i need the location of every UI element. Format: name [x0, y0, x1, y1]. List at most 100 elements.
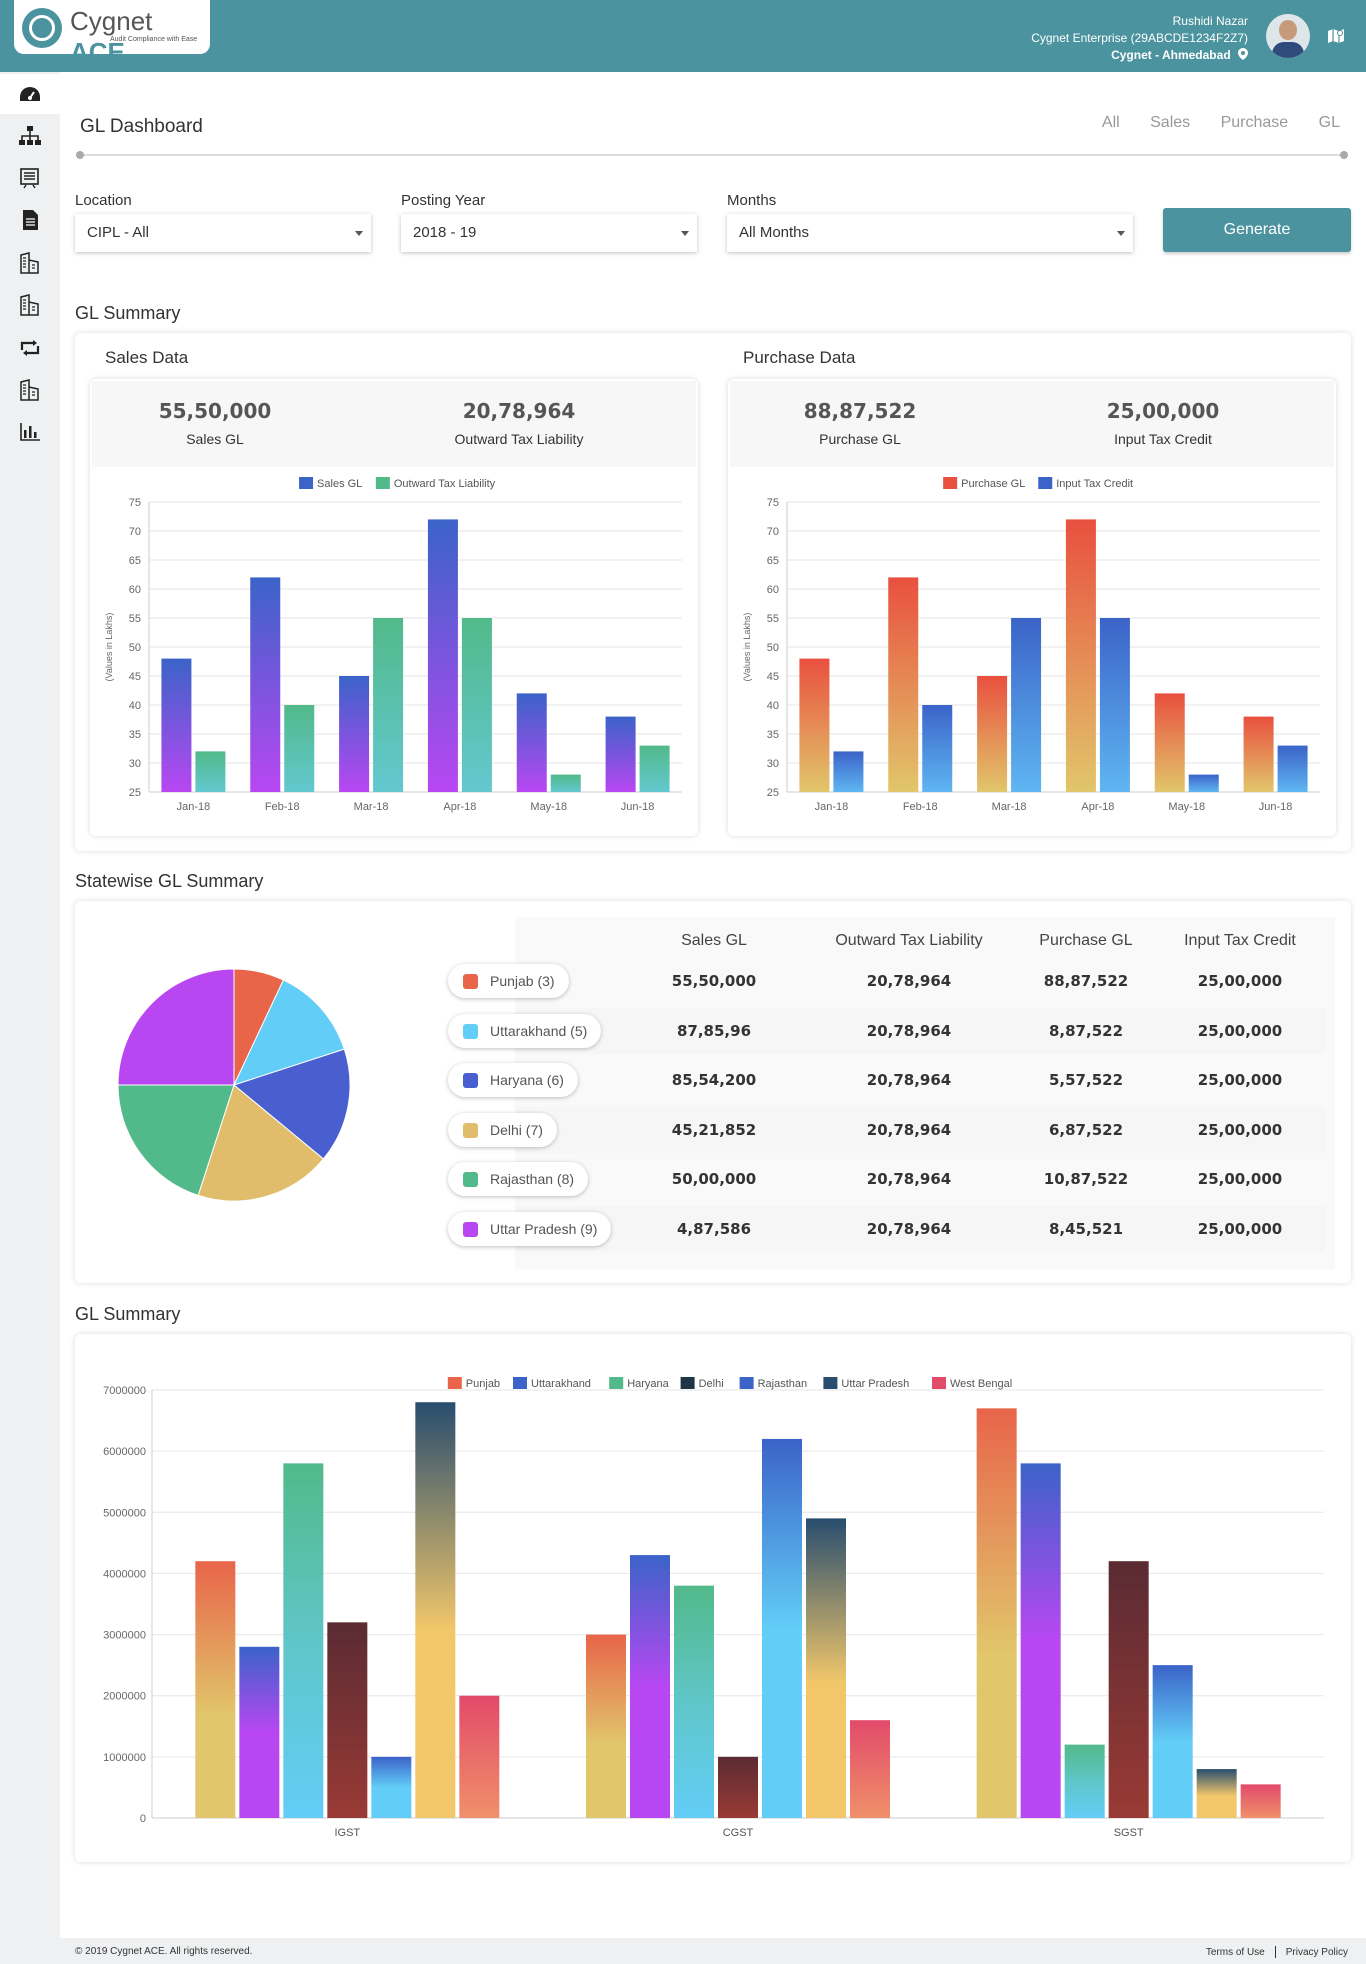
sitemap-icon[interactable] — [18, 125, 42, 147]
table-row — [515, 1007, 1325, 1054]
bar-purchase-gl — [1065, 519, 1096, 792]
col-purchase-gl: Purchase GL — [1039, 932, 1133, 949]
x-tick-label: Mar-18 — [992, 801, 1027, 813]
statewise-heading: Statewise GL Summary — [75, 871, 264, 891]
x-tick-label: Mar-18 — [354, 801, 389, 813]
report-icon[interactable] — [18, 167, 42, 189]
x-tick-label: Apr-18 — [1081, 801, 1114, 813]
bar-outward-tax-liability — [195, 751, 226, 792]
legend-swatch — [680, 1377, 695, 1389]
y-axis-label: (Values in Lakhs) — [742, 613, 752, 682]
bar-sales-gl — [427, 519, 458, 792]
x-tick-label: May-18 — [530, 801, 567, 813]
table-cell: 20,78,964 — [866, 1071, 952, 1090]
bar-chart-icon[interactable] — [18, 421, 42, 443]
sidebar-item-dashboard[interactable] — [0, 74, 60, 114]
state-legend-item[interactable]: Uttarakhand (5) — [448, 1013, 602, 1048]
generate-button[interactable]: Generate — [1163, 208, 1351, 252]
logo[interactable]: Cygnet ACE Audit Compliance with Ease — [14, 0, 210, 67]
x-tick-label: Jun-18 — [621, 801, 655, 813]
bar-delhi — [1108, 1561, 1149, 1818]
purchase-bar-chart: 25 30 35 40 45 50 55 60 65 70 75 (Values in Lakhs) J… — [742, 477, 1320, 813]
y-tick-label: 40 — [767, 700, 779, 712]
y-tick-label: 65 — [767, 555, 779, 567]
y-tick-label: 45 — [767, 671, 779, 683]
legend-label: Rajasthan — [758, 1378, 808, 1390]
bar-uttar-pradesh — [1196, 1769, 1237, 1818]
table-cell: 45,21,852 — [671, 1120, 757, 1139]
page-title: GL Dashboard — [80, 116, 203, 137]
state-legend-item[interactable]: Delhi (7) — [448, 1112, 557, 1147]
pie-slice — [117, 968, 235, 1086]
bar-input-tax-credit — [1277, 745, 1308, 792]
table-cell: 50,00,000 — [671, 1170, 757, 1189]
y-tick-label: 50 — [129, 642, 141, 654]
table-cell: 25,00,000 — [1197, 1220, 1283, 1238]
state-legend-item[interactable]: Uttar Pradesh (9) — [448, 1212, 612, 1246]
tab-gl[interactable]: GL — [1318, 114, 1340, 131]
state-legend-item[interactable]: Punjab (3) — [448, 964, 569, 998]
bar-sales-gl — [250, 577, 281, 792]
location-select[interactable]: CIPL - All — [75, 214, 371, 252]
table-cell: 20,78,964 — [866, 1170, 952, 1189]
y-tick-label: 3000000 — [103, 1630, 146, 1642]
purchase-data-title: Purchase Data — [743, 348, 856, 367]
legend-label: Delhi — [699, 1378, 724, 1390]
document-icon[interactable] — [18, 209, 42, 231]
state-legend-item[interactable]: Haryana (6) — [448, 1063, 578, 1098]
avatar[interactable] — [1266, 14, 1310, 58]
legend-swatch — [943, 477, 958, 489]
terms-link[interactable]: Terms of Use — [1205, 1946, 1265, 1958]
state-legend-item[interactable]: Rajasthan (8) — [448, 1162, 589, 1197]
table-cell: 88,87,522 — [1043, 972, 1129, 990]
bar-delhi — [718, 1756, 758, 1818]
table-cell: 8,45,521 — [1048, 1220, 1124, 1238]
purchase-gl-value: 88,87,522 — [803, 399, 917, 423]
y-tick-label: 30 — [767, 758, 779, 770]
table-cell: 25,00,000 — [1197, 1120, 1283, 1139]
months-select[interactable]: All Months — [727, 214, 1133, 252]
caret-down-icon — [681, 231, 689, 236]
bar-purchase-gl — [1243, 716, 1274, 792]
bar-uttarakhand — [1020, 1463, 1061, 1818]
building-icon[interactable] — [18, 252, 42, 274]
bar-rajasthan — [371, 1756, 412, 1818]
retweet-icon[interactable] — [18, 337, 42, 359]
posting-year-label: Posting Year — [401, 192, 486, 209]
map-icon[interactable] — [1327, 27, 1345, 45]
bar-purchase-gl — [1154, 693, 1185, 792]
y-tick-label: 30 — [129, 758, 141, 770]
posting-year-select[interactable]: 2018 - 19 — [401, 214, 697, 252]
legend-label: Input Tax Credit — [1056, 478, 1133, 490]
building-icon[interactable] — [18, 379, 42, 401]
tab-all[interactable]: All — [1101, 114, 1120, 131]
privacy-link[interactable]: Privacy Policy — [1285, 1946, 1348, 1958]
bar-west-bengal — [1240, 1784, 1281, 1818]
bar-delhi — [327, 1622, 368, 1818]
building-icon[interactable] — [18, 294, 42, 316]
tab-sales[interactable]: Sales — [1150, 114, 1191, 131]
state-color-swatch — [463, 1222, 478, 1237]
bar-west-bengal — [459, 1695, 500, 1818]
purchase-stats: 88,87,522 Purchase GL 25,00,000 Input Tax … — [730, 381, 1334, 467]
bar-outward-tax-liability — [639, 745, 670, 792]
statewise-pie-chart — [117, 968, 351, 1202]
user-info[interactable]: Rushidi Nazar Cygnet Enterprise (29ABCDE… — [1031, 13, 1248, 64]
legend-label: West Bengal — [950, 1378, 1012, 1390]
tab-purchase[interactable]: Purchase — [1220, 114, 1289, 131]
pie-slice — [233, 979, 345, 1086]
legend-swatch — [823, 1377, 838, 1389]
table-cell: 20,78,964 — [866, 1220, 952, 1238]
legend-swatch — [932, 1377, 946, 1389]
table-row — [515, 1206, 1325, 1252]
bar-rajasthan — [762, 1438, 802, 1818]
state-name: Uttar Pradesh (9) — [490, 1221, 598, 1237]
user-name: Rushidi Nazar — [1172, 14, 1248, 28]
bar-sales-gl — [605, 716, 636, 792]
bar-rajasthan — [1152, 1665, 1193, 1818]
bar-outward-tax-liability — [373, 618, 404, 792]
y-tick-label: 70 — [767, 526, 779, 538]
y-tick-label: 55 — [767, 613, 779, 625]
y-tick-label: 40 — [129, 700, 141, 712]
y-tick-label: 75 — [767, 497, 779, 509]
